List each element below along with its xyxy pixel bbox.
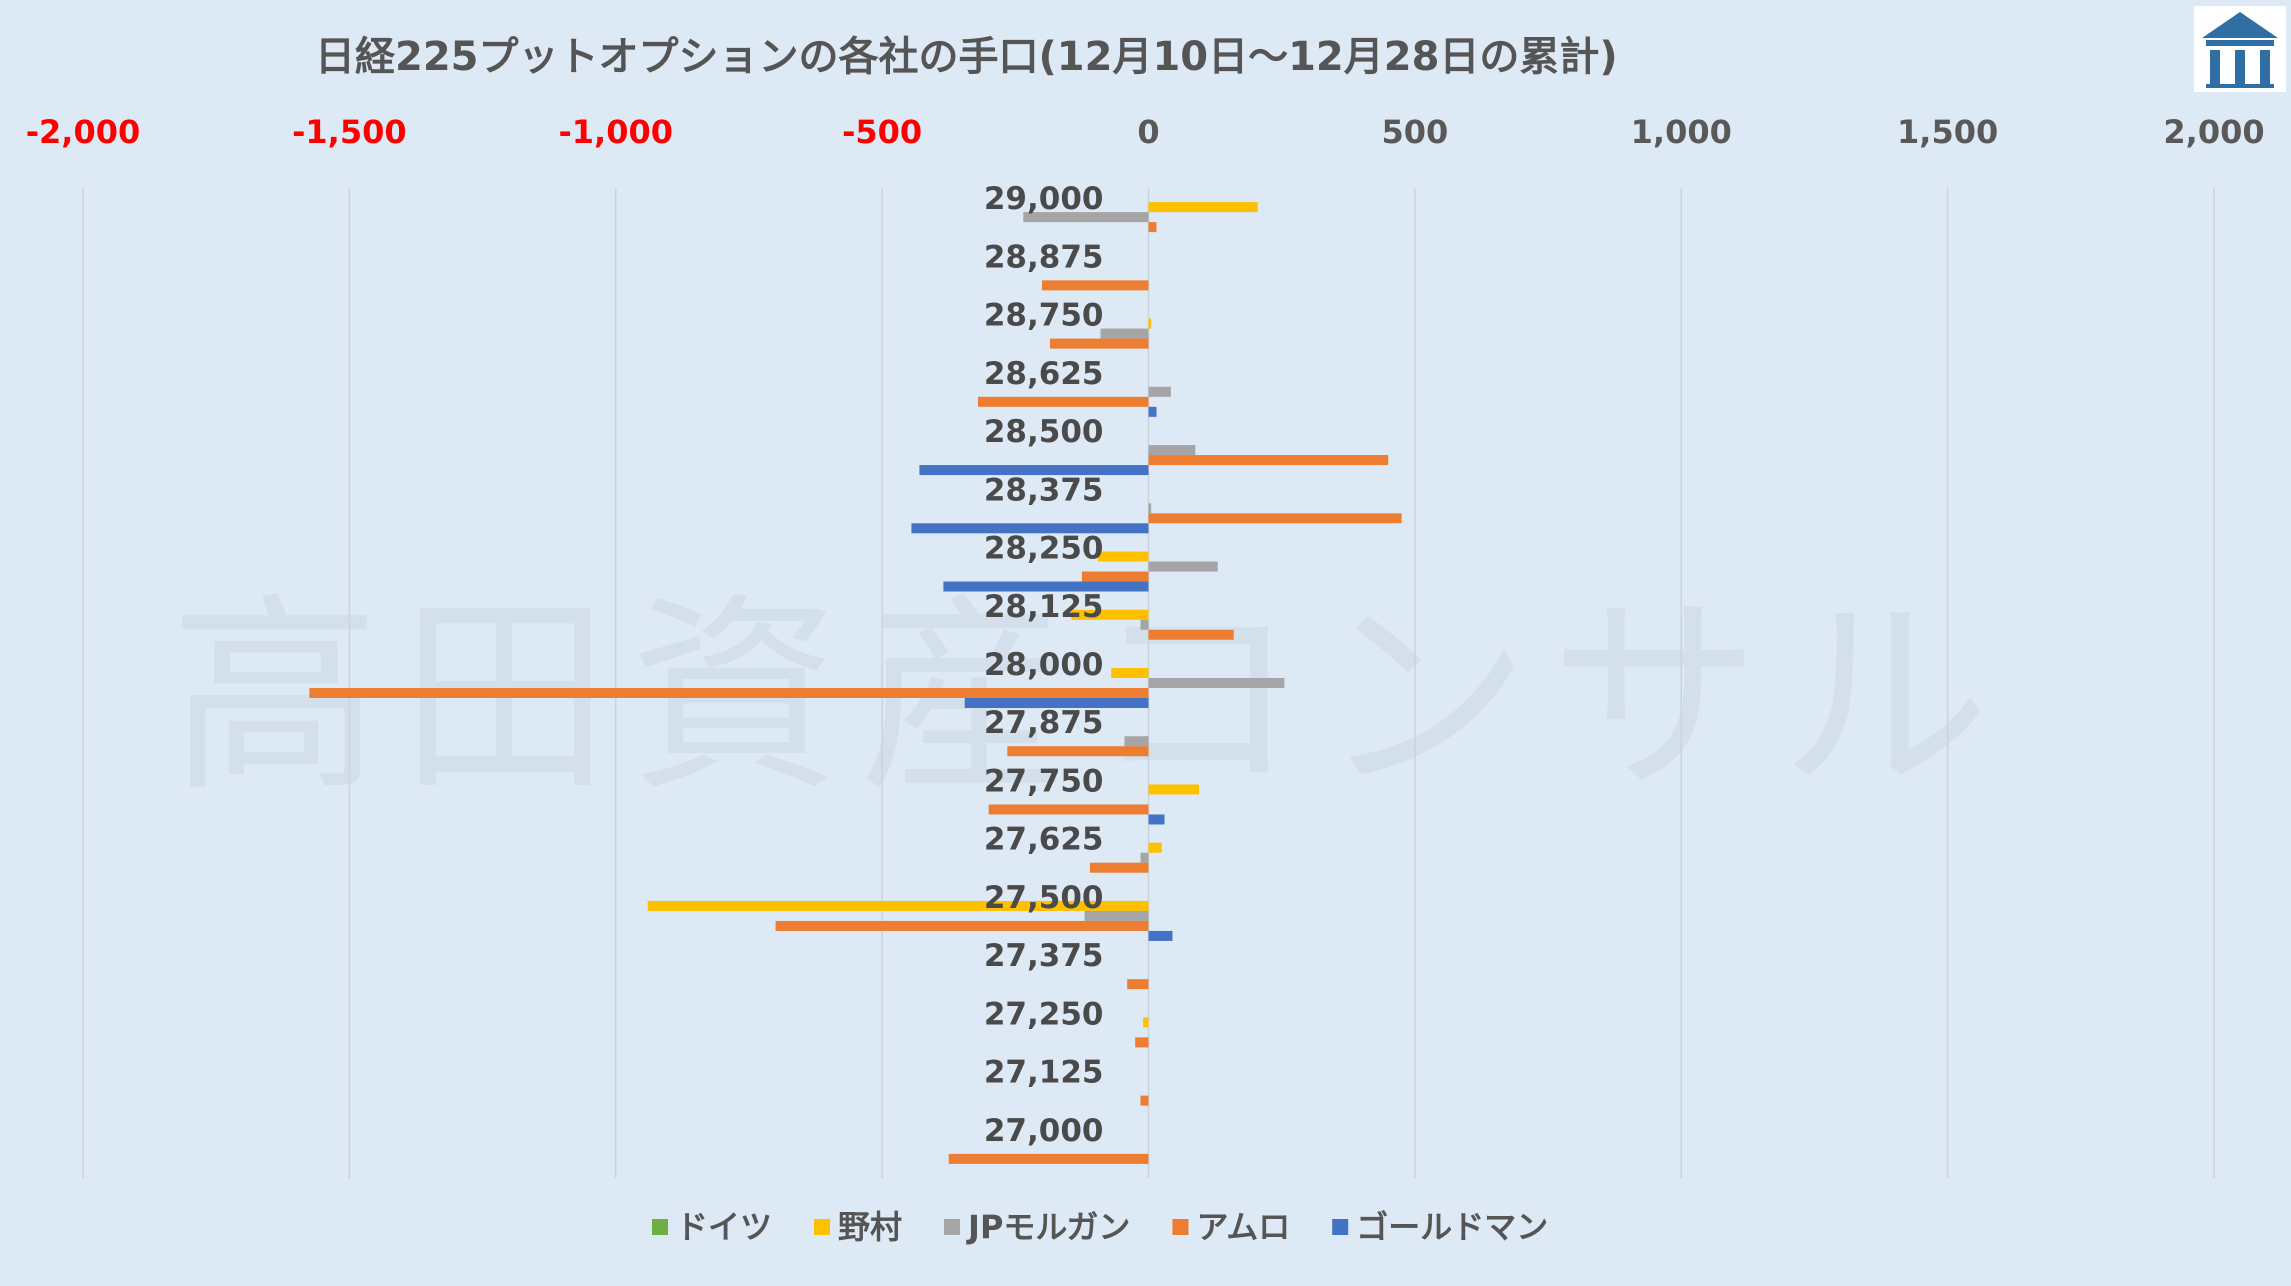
bar-ゴールドマン — [1148, 814, 1165, 825]
bar-アムロ — [948, 1153, 1149, 1164]
legend-label: 野村 — [838, 1208, 902, 1246]
bar-JPモルガン — [1148, 561, 1218, 572]
category-label: 27,375 — [984, 938, 1104, 974]
bar-JPモルガン — [1148, 678, 1285, 688]
x-tick-label: -2,000 — [26, 113, 141, 151]
bar-野村 — [1071, 609, 1149, 620]
category-label: 27,875 — [984, 705, 1104, 741]
chart-title: 日経225プットオプションの各社の手口(12月10日～12月28日の累計) — [315, 34, 1618, 80]
bar-野村 — [1097, 551, 1149, 562]
bar-野村 — [1148, 318, 1152, 329]
bar-アムロ — [1041, 280, 1149, 291]
x-tick-label: -1,500 — [292, 113, 407, 151]
legend-item[interactable]: 野村 — [814, 1208, 902, 1246]
bar-JPモルガン — [1148, 386, 1171, 397]
bar-野村 — [1111, 668, 1149, 678]
legend-label: JPモルガン — [966, 1208, 1130, 1246]
legend-swatch — [1332, 1219, 1349, 1235]
legend-item[interactable]: JPモルガン — [944, 1208, 1130, 1246]
bar-野村 — [1143, 1017, 1149, 1028]
bar-ゴールドマン — [1148, 406, 1157, 417]
category-label: 27,500 — [984, 880, 1104, 916]
bar-アムロ — [988, 804, 1149, 815]
x-tick-label: 0 — [1137, 113, 1159, 151]
bar-アムロ — [1148, 629, 1234, 640]
bar-ゴールドマン — [919, 465, 1149, 476]
legend-swatch — [652, 1219, 668, 1235]
x-tick-label: 1,000 — [1631, 113, 1732, 151]
legend-swatch — [944, 1219, 961, 1235]
x-tick-label: 1,500 — [1897, 113, 1998, 151]
bar-アムロ — [775, 920, 1149, 931]
legend-item[interactable]: ドイツ — [652, 1208, 772, 1246]
bar-JPモルガン — [1148, 445, 1196, 456]
bar-アムロ — [1127, 979, 1149, 990]
bar-ゴールドマン — [964, 698, 1149, 708]
legend-item[interactable]: ゴールドマン — [1332, 1208, 1548, 1246]
bar-アムロ — [1148, 513, 1402, 524]
bar-JPモルガン — [1023, 212, 1149, 223]
bar-JPモルガン — [1100, 328, 1149, 339]
bar-JPモルガン — [1140, 619, 1149, 630]
bar-JPモルガン — [1084, 910, 1149, 921]
category-label: 28,125 — [984, 589, 1104, 625]
category-label: 28,750 — [984, 298, 1104, 334]
category-label: 28,250 — [984, 531, 1104, 567]
bar-アムロ — [1135, 1037, 1149, 1048]
x-tick-label: -1,000 — [559, 113, 674, 151]
bar-アムロ — [1140, 1095, 1149, 1106]
legend-item[interactable]: アムロ — [1172, 1208, 1290, 1246]
bar-ゴールドマン — [911, 523, 1149, 534]
category-label: 27,125 — [984, 1055, 1104, 1091]
bar-JPモルガン — [1140, 852, 1149, 863]
category-label: 27,250 — [984, 996, 1104, 1032]
category-label: 28,000 — [984, 647, 1104, 683]
x-tick-label: -500 — [842, 113, 922, 151]
legend-label: ドイツ — [676, 1208, 772, 1246]
category-label: 28,500 — [984, 414, 1104, 450]
logo-icon — [2194, 6, 2286, 92]
bar-野村 — [647, 900, 1149, 911]
bar-アムロ — [309, 688, 1149, 698]
category-label: 28,375 — [984, 472, 1104, 508]
bar-アムロ — [1007, 746, 1149, 757]
category-label: 27,000 — [984, 1113, 1104, 1149]
bar-アムロ — [978, 396, 1149, 407]
legend-label: アムロ — [1196, 1208, 1290, 1246]
x-tick-label: 2,000 — [2163, 113, 2264, 151]
category-label: 28,625 — [984, 356, 1104, 392]
x-tick-label: 500 — [1381, 113, 1448, 151]
bar-野村 — [1148, 784, 1200, 795]
category-label: 29,000 — [984, 181, 1104, 217]
bar-アムロ — [1081, 571, 1149, 582]
bar-アムロ — [1148, 455, 1389, 466]
bar-ゴールドマン — [1148, 930, 1173, 941]
category-label: 28,875 — [984, 239, 1104, 275]
bar-アムロ — [1148, 222, 1157, 233]
bar-アムロ — [1089, 862, 1149, 873]
bar-アムロ — [1049, 338, 1149, 349]
bar-野村 — [1148, 842, 1162, 853]
bar-JPモルガン — [1124, 736, 1149, 747]
category-label: 27,625 — [984, 822, 1104, 858]
legend-label: ゴールドマン — [1356, 1208, 1548, 1246]
category-label: 27,750 — [984, 763, 1104, 799]
legend-swatch — [1172, 1219, 1189, 1235]
legend-swatch — [814, 1219, 831, 1235]
bar-ゴールドマン — [943, 581, 1149, 592]
bar-野村 — [1148, 202, 1258, 213]
bar-JPモルガン — [1148, 503, 1152, 514]
